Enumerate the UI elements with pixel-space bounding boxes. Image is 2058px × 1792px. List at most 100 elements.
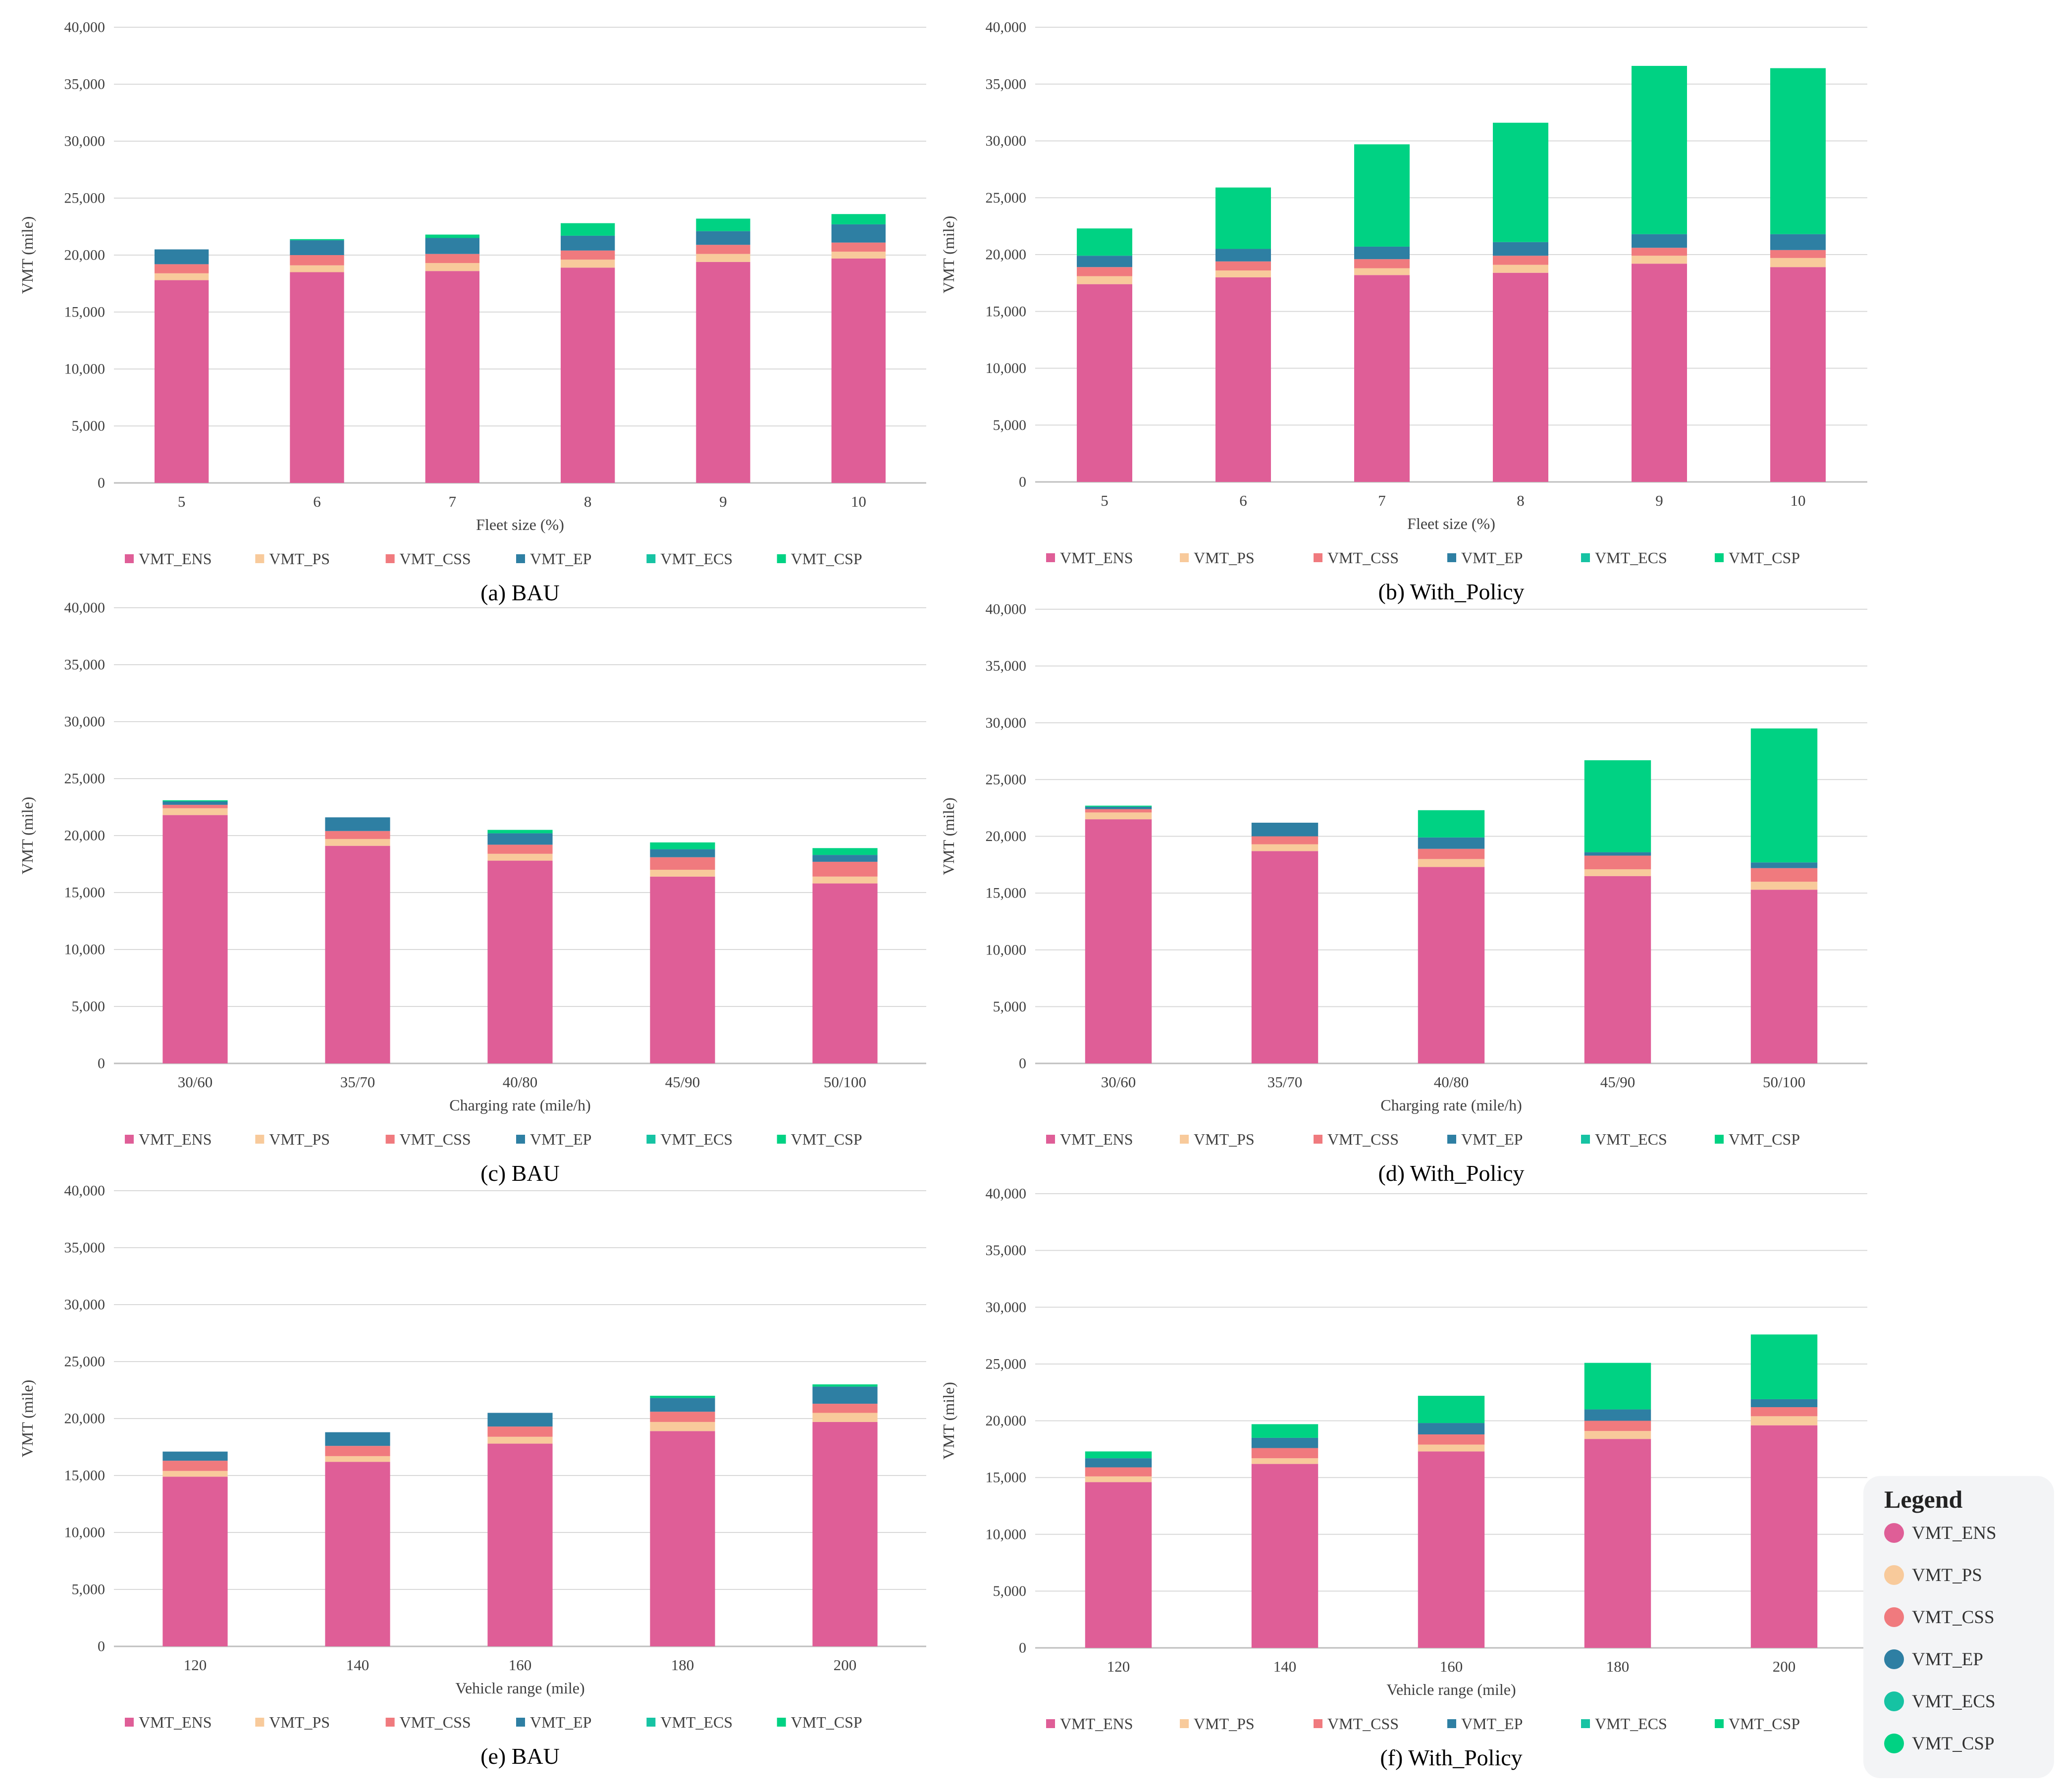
x-tick-label: 50/100 [1763, 1073, 1805, 1091]
bar-segment-vmt-ens [1584, 876, 1651, 1063]
y-tick-label: 20,000 [986, 828, 1027, 844]
x-tick-label: 140 [346, 1656, 369, 1674]
bar-segment-vmt-ens [1770, 267, 1826, 482]
bar-segment-vmt-ep [1215, 249, 1271, 262]
bar-segment-vmt-ps [650, 1422, 715, 1431]
bar-segment-vmt-ps [487, 1436, 553, 1444]
bar-segment-vmt-css [162, 804, 228, 808]
panel-caption: (a) BAU [480, 580, 560, 605]
bar-segment-vmt-ens [1632, 264, 1687, 482]
bar-segment-vmt-css [1085, 809, 1152, 813]
y-axis-title: VMT (mile) [940, 797, 957, 875]
bar-segment-vmt-ep [1493, 242, 1548, 256]
legend-swatch-vmt-ens [1046, 1135, 1055, 1144]
y-tick-label: 30,000 [64, 133, 106, 150]
bar-segment-vmt-ep [487, 1413, 553, 1427]
x-tick-label: 35/70 [340, 1073, 375, 1091]
legend-swatch-vmt-ep [516, 1135, 525, 1144]
y-tick-label: 25,000 [986, 1356, 1027, 1372]
bar-segment-vmt-ens [1251, 1464, 1319, 1648]
bar-segment-vmt-ep [162, 801, 228, 805]
x-tick-label: 120 [1107, 1658, 1130, 1675]
x-tick-label: 180 [1606, 1658, 1630, 1675]
bar-segment-vmt-csp [1418, 1396, 1485, 1423]
legend-label: VMT_ECS [660, 1130, 733, 1148]
x-tick-label: 200 [1773, 1658, 1796, 1675]
bar-segment-vmt-ens [1418, 1451, 1485, 1648]
y-tick-label: 0 [1019, 474, 1026, 490]
bar-segment-vmt-css [425, 254, 479, 264]
bar-segment-vmt-ps [650, 870, 715, 877]
bar-segment-vmt-ep [1251, 1437, 1319, 1448]
bar-segment-vmt-ep [1750, 1399, 1818, 1407]
legend-label: VMT_PS [269, 1713, 330, 1731]
y-tick-label: 30,000 [64, 714, 106, 730]
bar-segment-vmt-ep [696, 231, 750, 245]
x-tick-label: 7 [1378, 492, 1386, 509]
ps-dot-icon [1884, 1565, 1904, 1585]
bar-segment-vmt-csp [1077, 228, 1132, 256]
bar-segment-vmt-ep [1770, 234, 1826, 250]
legend-label: VMT_PS [1912, 1565, 1982, 1585]
bar-segment-vmt-css [1750, 868, 1818, 882]
x-tick-label: 120 [184, 1656, 207, 1674]
legend-swatch-vmt-ps [255, 1135, 264, 1144]
legend-swatch-vmt-ps [255, 1718, 264, 1727]
bar-segment-vmt-ps [1750, 882, 1818, 890]
bar-segment-vmt-ens [1418, 867, 1485, 1063]
x-tick-label: 160 [1440, 1658, 1463, 1675]
bar-segment-vmt-ens [487, 860, 553, 1063]
bar-segment-vmt-csp [650, 842, 715, 849]
figure-legend: Legend VMT_ENS VMT_PS VMT_CSS VMT_EP VMT… [1863, 1476, 2054, 1778]
bar-segment-vmt-csp [1085, 805, 1152, 807]
legend-label: VMT_CSS [1327, 1130, 1399, 1148]
bar-segment-vmt-css [1632, 248, 1687, 256]
y-tick-label: 0 [98, 1055, 105, 1072]
bar-segment-vmt-csp [831, 214, 886, 224]
y-tick-label: 25,000 [64, 190, 106, 207]
y-tick-label: 15,000 [986, 885, 1027, 901]
x-tick-label: 10 [1791, 492, 1806, 509]
legend-swatch-vmt-ps [1180, 1135, 1189, 1144]
x-tick-label: 9 [719, 493, 727, 510]
x-tick-label: 50/100 [824, 1073, 866, 1091]
bar-segment-vmt-csp [1085, 1451, 1152, 1459]
y-tick-label: 30,000 [64, 1297, 106, 1313]
bar-segment-vmt-ps [561, 260, 615, 268]
bar-segment-vmt-csp [1493, 122, 1548, 242]
bar-segment-vmt-ens [831, 258, 886, 483]
y-tick-label: 25,000 [986, 190, 1027, 206]
y-tick-label: 15,000 [986, 1470, 1027, 1486]
y-tick-label: 40,000 [64, 19, 106, 36]
y-axis-title: VMT (mile) [18, 797, 36, 875]
bar-segment-vmt-ps [1750, 1416, 1818, 1425]
y-tick-label: 40,000 [64, 600, 106, 616]
bar-segment-vmt-css [1750, 1407, 1818, 1417]
x-axis-title: Vehicle range (mile) [455, 1679, 584, 1697]
bar-segment-vmt-css [1077, 267, 1132, 276]
legend-label: VMT_ENS [139, 1130, 212, 1148]
bar-segment-vmt-ep [162, 1451, 228, 1461]
y-tick-label: 5,000 [72, 999, 106, 1015]
bar-segment-vmt-css [650, 1412, 715, 1422]
bar-segment-vmt-csp [1750, 728, 1818, 863]
y-tick-label: 25,000 [64, 771, 106, 787]
bar-segment-vmt-ps [1251, 844, 1319, 851]
bar-segment-vmt-css [650, 857, 715, 870]
y-tick-label: 0 [98, 1638, 105, 1655]
x-tick-label: 5 [1101, 492, 1108, 509]
y-tick-label: 0 [98, 475, 105, 491]
bar-segment-vmt-css [561, 250, 615, 260]
legend-label: VMT_CSS [1912, 1607, 1995, 1628]
legend-label: VMT_EP [1912, 1649, 1983, 1670]
legend-swatch-vmt-ecs [1581, 553, 1590, 562]
bar-segment-vmt-ps [1418, 1444, 1485, 1452]
y-tick-label: 40,000 [986, 19, 1027, 36]
legend-item-css: VMT_CSS [1884, 1602, 1995, 1632]
y-tick-label: 40,000 [64, 1183, 106, 1199]
bar-segment-vmt-css [487, 844, 553, 854]
bar-segment-vmt-ep [831, 224, 886, 243]
legend-label: VMT_ENS [1060, 1130, 1133, 1148]
bar-segment-vmt-ps [1251, 1458, 1319, 1464]
y-tick-label: 5,000 [993, 1583, 1027, 1599]
